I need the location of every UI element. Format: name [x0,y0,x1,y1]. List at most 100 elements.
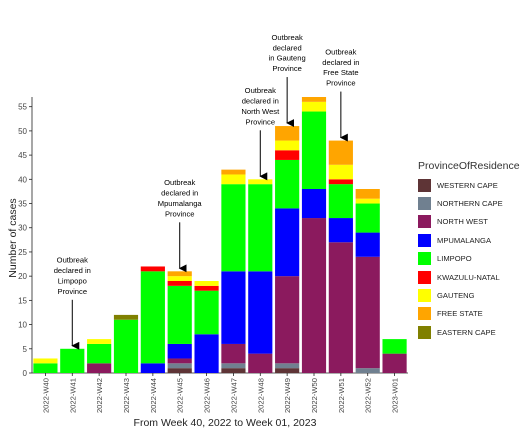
annotation-text: Province [58,287,88,296]
bar-segment [248,271,273,354]
bar-segment [87,343,112,364]
bar-segment [328,179,353,185]
bar-segment [301,189,327,219]
bar-segment [194,281,219,286]
x-tick-label: 2022-W44 [149,378,158,413]
x-tick-label: 2022-W46 [203,378,212,413]
bar-segment [167,368,192,373]
bar-segment [355,232,380,257]
bar-segment [140,271,165,364]
bar-segment [60,348,85,373]
legend-swatch [418,215,431,229]
bar-segment [167,285,192,344]
bar-segment [355,203,380,233]
annotation-text: Province [246,117,276,126]
legend-label: GAUTENG [437,291,475,301]
x-tick-label: 2022-W45 [176,378,185,413]
bar-segment [167,281,192,286]
annotation-text: Outbreak [325,47,356,56]
bar-segment [328,140,353,165]
bar-segment [167,343,192,359]
x-tick-label: 2023-W01 [391,378,400,413]
bar-segment [328,184,353,219]
y-tick-label: 5 [23,345,28,354]
y-tick-label: 40 [18,175,27,184]
bar-segment [113,314,139,320]
legend-swatch [418,289,431,303]
bar-segment [355,198,380,204]
legend-title: ProvinceOfResidence [418,160,520,172]
legend: ProvinceOfResidence WESTERN CAPE NORTHERN… [418,160,520,342]
x-tick-label: 2022-W47 [229,378,238,413]
bar-segment [140,266,165,272]
legend-item: LIMPOPO [418,250,518,268]
bar-segment [221,368,246,373]
y-tick-label: 10 [18,321,27,330]
bar-segment [194,334,219,373]
legend-item: EASTERN CAPE [418,323,518,341]
bar-segment [275,126,300,141]
bar-segment [167,363,192,369]
bar-segment [87,339,112,344]
bar-segment [275,363,300,369]
legend-swatch [418,252,431,266]
bar-segment [301,218,327,373]
bar-segment [328,218,353,243]
bar-segment [194,285,219,291]
x-tick-label: 2022-W43 [122,378,131,413]
annotation-text: declared [273,43,302,52]
legend-item: GAUTENG [418,286,518,304]
annotation-text: Outbreak [57,256,88,265]
bar-segment [275,140,300,151]
y-tick-label: 15 [18,296,27,305]
annotation-text: Province [165,209,195,218]
annotation-text: Free State [323,68,358,77]
bar-segment [167,358,192,364]
legend-label: FREE STATE [437,309,483,319]
bar-segment [167,276,192,281]
annotation-text: Outbreak [164,178,195,187]
annotation-text: North West [241,107,280,116]
bar-segment [33,358,58,364]
y-tick-label: 30 [18,224,27,233]
legend-swatch [418,325,431,339]
y-tick-label: 50 [18,127,27,136]
bar-segment [301,97,327,102]
annotation-text: Outbreak [245,86,276,95]
annotation-text: declared in [322,58,359,67]
y-axis-title: Number of cases [7,198,19,277]
x-tick-label: 2022-W52 [364,378,373,413]
bar-segment [275,368,300,373]
bar-segment [221,169,246,175]
annotation-text: declared in [54,266,91,275]
bar-segment [355,189,380,199]
legend-swatch [418,197,431,211]
y-axis: 0 5 10 15 20 25 30 35 40 45 50 55 [18,97,33,378]
annotation-text: Outbreak [272,33,303,42]
bar-segment [221,363,246,369]
legend-swatch [418,178,431,192]
x-tick-label: 2022-W42 [95,378,104,413]
y-tick-label: 0 [23,369,28,378]
bar-segment [275,208,300,277]
bar-segment [221,271,246,344]
legend-label: MPUMALANGA [437,235,492,245]
x-axis-title: From Week 40, 2022 to Week 01, 2023 [134,417,317,429]
annotation-text: declared in [161,189,198,198]
legend-swatch [418,270,431,284]
bar-segment [248,184,273,272]
bar-segment [382,339,407,354]
bar-segment [248,353,273,373]
annotation-text: Province [272,64,302,73]
y-tick-label: 55 [18,103,27,112]
bar-segment [113,319,139,373]
bar-segment [221,174,246,185]
bar-segment [248,179,273,185]
bar-segment [140,363,165,373]
legend-item: MPUMALANGA [418,231,518,249]
annotation-text: Mpumalanga [158,199,203,208]
